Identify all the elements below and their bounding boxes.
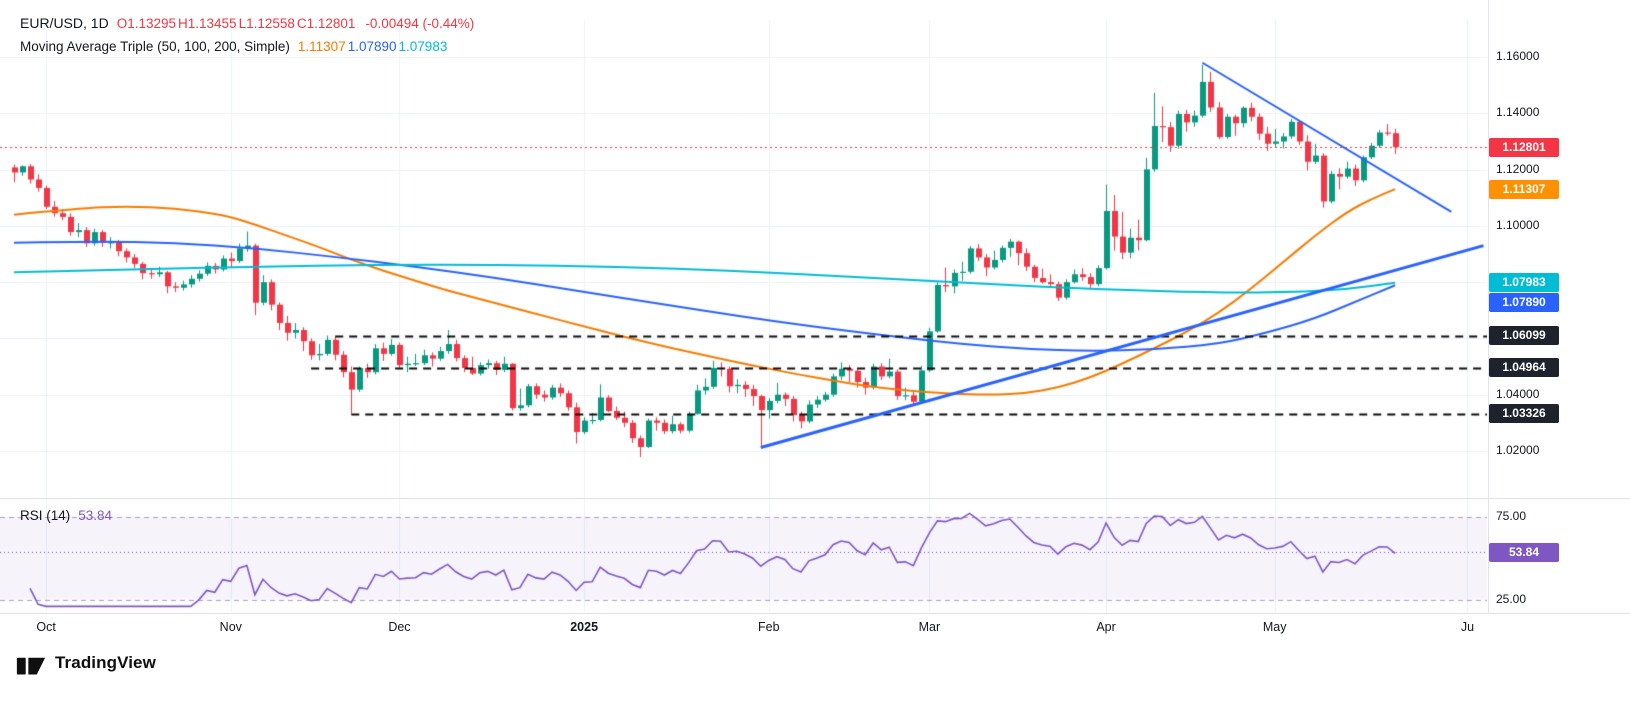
ma-value: 1.07890 — [347, 39, 397, 54]
price-axis-tick: 1.14000 — [1496, 105, 1540, 120]
ma-value: 1.11307 — [297, 39, 346, 54]
symbol-legend-row[interactable]: EUR/USD, 1D O1.13295 H1.13455 L1.12558 C1.1… — [20, 12, 474, 35]
ma-values: 1.11307 1.07890 1.07983 — [298, 35, 449, 58]
time-axis-label-mar: Mar — [918, 620, 941, 634]
time-axis-label-apr: Apr — [1096, 620, 1116, 634]
price-axis-tick: 1.04000 — [1496, 386, 1540, 401]
ohlc-values: O1.13295 H1.13455 L1.12558 C1.12801 — [117, 12, 358, 35]
rsi-legend-row[interactable]: RSI (14) 53.84 — [20, 504, 112, 527]
pane-separator[interactable] — [0, 498, 1630, 499]
ma-value: 1.07983 — [398, 39, 448, 54]
price-scale-separator — [1488, 0, 1489, 613]
price-axis[interactable]: 1.16000 1.14000 1.12000 1.10000 1.04000 1.020… — [1489, 0, 1630, 613]
tradingview-logo-text: TradingView — [55, 653, 156, 672]
ohlc-item: L1.12558 — [238, 16, 295, 31]
time-axis-label-ju: Ju — [1460, 620, 1475, 634]
price-badge-level-low: 1.03326 — [1489, 404, 1559, 424]
ma-legend-row[interactable]: Moving Average Triple (50, 100, 200, Sim… — [20, 35, 474, 58]
price-badge-ma200: 1.07983 — [1489, 273, 1559, 293]
price-badge-level-mid: 1.04964 — [1489, 358, 1559, 378]
price-axis-tick: 1.02000 — [1496, 442, 1540, 457]
tradingview-logo-icon — [16, 657, 46, 675]
time-axis-label-nov: Nov — [219, 620, 242, 634]
ohlc-item: C1.12801 — [296, 16, 356, 31]
chart-legend: EUR/USD, 1D O1.13295 H1.13455 L1.12558 C1.1… — [20, 12, 474, 58]
ma-indicator-title[interactable]: Moving Average Triple (50, 100, 200, Sim… — [20, 39, 290, 54]
time-axis[interactable]: Oct Nov Dec 2025 Feb Mar Apr May Ju — [0, 614, 1630, 644]
rsi-axis-tick: 75.00 — [1496, 509, 1527, 524]
rsi-axis-tick: 25.00 — [1496, 591, 1527, 606]
time-axis-label-may: May — [1262, 620, 1287, 634]
price-axis-tick: 1.16000 — [1496, 49, 1540, 64]
time-axis-label-dec: Dec — [388, 620, 411, 634]
time-axis-label-2025: 2025 — [570, 620, 599, 634]
price-badge-ma50: 1.11307 — [1489, 179, 1559, 199]
ohlc-item: O1.13295 — [116, 16, 176, 31]
symbol-title[interactable]: EUR/USD, 1D — [20, 15, 109, 31]
rsi-value-badge: 53.84 — [1489, 542, 1559, 562]
price-badge-ma100: 1.07890 — [1489, 293, 1559, 313]
price-axis-tick: 1.10000 — [1496, 217, 1540, 232]
rsi-value: 53.84 — [78, 508, 113, 523]
tradingview-logo[interactable]: TradingView — [16, 650, 156, 676]
ohlc-item: H1.13455 — [178, 16, 237, 31]
price-badge-level-high: 1.06099 — [1489, 326, 1559, 346]
time-axis-label-oct: Oct — [36, 620, 56, 634]
time-axis-label-feb: Feb — [758, 620, 780, 634]
rsi-indicator-title[interactable]: RSI (14) — [20, 508, 71, 523]
price-axis-tick: 1.12000 — [1496, 161, 1540, 176]
price-badge-current-price: 1.12801 — [1489, 137, 1559, 157]
time-axis-separator — [0, 613, 1630, 614]
change-value: -0.00494 (-0.44%) — [365, 16, 475, 31]
